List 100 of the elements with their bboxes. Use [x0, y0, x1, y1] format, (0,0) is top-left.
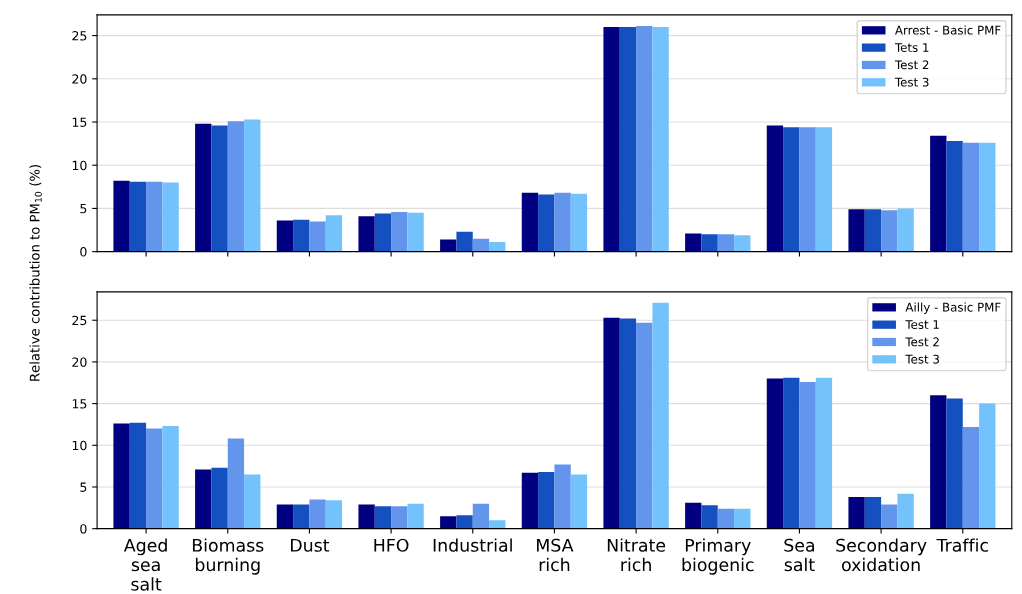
bar [407, 503, 424, 529]
bar [162, 426, 179, 529]
x-tick-label: Traffic [936, 538, 988, 552]
bar [701, 234, 718, 252]
bar [848, 496, 865, 529]
legend-label: Test 3 [905, 354, 939, 364]
bar [570, 193, 588, 252]
bar [962, 142, 980, 252]
x-tick-label: Sea salt [784, 538, 815, 572]
x-tick-label: Industrial [433, 538, 512, 552]
bar [440, 516, 457, 529]
bar [603, 317, 620, 529]
x-tick-label: MSA rich [537, 538, 574, 572]
bar [799, 381, 816, 529]
x-tick-label: Aged sea salt [123, 538, 167, 591]
bar [652, 302, 669, 529]
bar [325, 215, 343, 252]
bar [521, 472, 539, 529]
bar [864, 496, 882, 529]
bar [227, 438, 245, 529]
bar [293, 504, 310, 529]
legend-label: Arrest - Basic PMF [895, 25, 1001, 35]
bar [881, 504, 898, 529]
bar [783, 127, 800, 252]
bar [325, 500, 343, 529]
bar [538, 471, 555, 529]
bar [391, 211, 408, 252]
bar [113, 423, 130, 529]
bar [538, 194, 555, 252]
y-tick-label: 5 [80, 204, 87, 214]
bar [636, 322, 653, 529]
bar [456, 515, 473, 529]
bar [946, 398, 963, 529]
bar [456, 231, 473, 252]
x-tick-label: Secondary oxidation [836, 538, 927, 572]
bar [766, 125, 784, 252]
bar [570, 474, 588, 529]
bar [734, 508, 751, 529]
y-tick-label: 0 [80, 247, 87, 257]
y-tick-label: 10 [72, 160, 87, 171]
bar [619, 26, 637, 252]
y-tick-label: 25 [72, 315, 87, 326]
bar [472, 238, 490, 252]
bar [652, 26, 669, 252]
bar [717, 234, 735, 252]
bar [374, 213, 392, 252]
bar [521, 192, 539, 252]
bar [701, 505, 718, 529]
bar [113, 180, 130, 252]
bar [146, 181, 163, 252]
bar [129, 181, 147, 252]
bar [211, 467, 228, 529]
bar [276, 504, 294, 529]
bar [211, 125, 228, 252]
legend-label: Ailly - Basic PMF [905, 302, 1001, 314]
y-tick-label: 15 [72, 117, 87, 127]
bar [358, 504, 375, 529]
bar [603, 26, 620, 252]
bar [946, 141, 963, 252]
bar [930, 395, 947, 529]
bar [276, 220, 294, 252]
bar [734, 235, 751, 252]
bar [554, 192, 571, 252]
y-tick-label: 20 [72, 357, 87, 367]
bar [293, 219, 310, 252]
bar [244, 474, 261, 529]
bar [979, 142, 996, 252]
bar [717, 508, 735, 529]
bar [783, 377, 800, 529]
legend-label: Test 3 [894, 77, 929, 87]
bar [685, 502, 702, 529]
bar [489, 242, 506, 252]
bar [472, 503, 490, 529]
bar [619, 318, 637, 529]
bar [864, 209, 882, 252]
bar [685, 233, 702, 252]
bar [897, 208, 914, 252]
bar [162, 182, 179, 252]
y-tick-label: 5 [80, 482, 87, 492]
bar [391, 506, 408, 529]
bar [554, 464, 571, 529]
y-tick-label: 15 [72, 399, 87, 409]
bar [979, 403, 996, 529]
legend-label: Test 1 [905, 320, 939, 329]
legend-label: Test 2 [905, 337, 939, 347]
y-tick-label: 25 [72, 31, 87, 41]
bar [146, 428, 163, 529]
x-tick-label: HFO [374, 538, 409, 552]
bar [815, 377, 833, 529]
bar [799, 127, 816, 252]
bar [195, 469, 212, 529]
x-tick-label: Primary biogenic [682, 538, 754, 575]
bar [848, 209, 865, 252]
y-axis-title: Relative contribution to PM$_{10}$ (%) [29, 164, 42, 381]
bar [897, 493, 914, 529]
bar [244, 119, 261, 252]
bar [766, 378, 784, 529]
bar [962, 426, 980, 529]
bar [881, 210, 898, 252]
x-tick-label: Dust [291, 538, 330, 552]
